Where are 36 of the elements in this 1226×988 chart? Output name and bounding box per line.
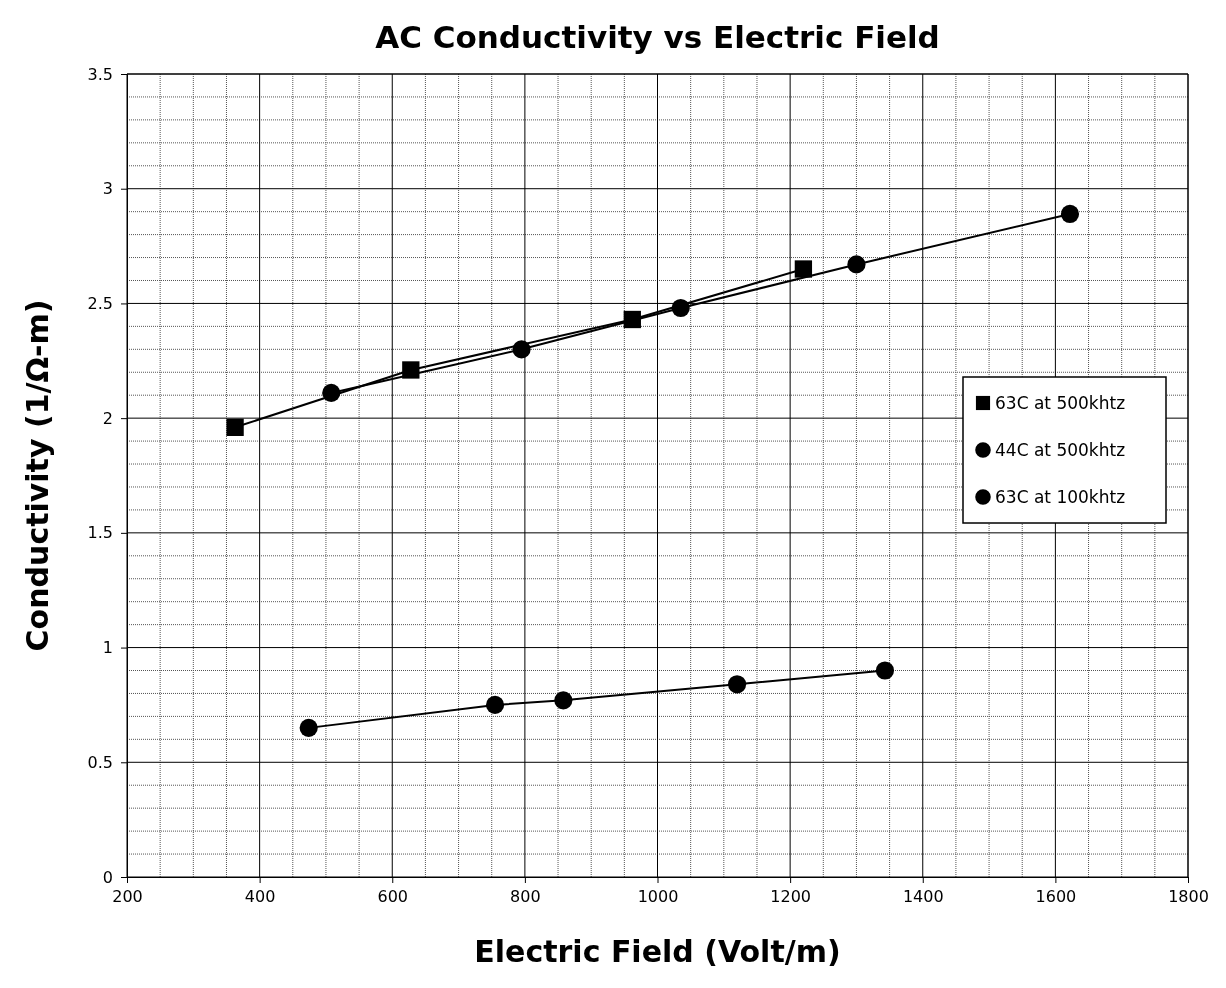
point bbox=[512, 340, 531, 359]
x-tick-label: 1200 bbox=[770, 887, 811, 907]
y-tick-label: 2.5 bbox=[87, 294, 113, 314]
point bbox=[226, 418, 244, 436]
y-tick-label: 0.5 bbox=[87, 752, 113, 772]
y-tick-label: 0 bbox=[102, 867, 113, 887]
point bbox=[485, 695, 505, 715]
x-tick-label: 1000 bbox=[637, 887, 679, 907]
point bbox=[299, 718, 318, 737]
y-axis-title: Conductivity (1/Ω-m) bbox=[20, 299, 55, 652]
x-tick-label: 200 bbox=[112, 887, 143, 907]
x-tick-label: 1800 bbox=[1168, 887, 1209, 907]
point bbox=[554, 691, 573, 710]
legend-label: 44C at 500khtz bbox=[995, 440, 1126, 460]
y-tick-label: 1 bbox=[102, 638, 113, 658]
chart-title: AC Conductivity vs Electric Field bbox=[375, 19, 940, 55]
point bbox=[794, 260, 813, 278]
y-tick-label: 3.5 bbox=[87, 64, 113, 84]
legend-label: 63C at 500khtz bbox=[995, 393, 1126, 413]
point bbox=[875, 661, 895, 680]
point bbox=[671, 298, 690, 318]
point bbox=[402, 361, 420, 379]
y-tick-label: 3 bbox=[102, 179, 113, 199]
x-tick-label: 400 bbox=[244, 887, 276, 907]
y-tick-label: 1.5 bbox=[87, 523, 113, 543]
y-tick-label: 2 bbox=[102, 408, 113, 428]
point bbox=[847, 255, 866, 274]
legend-label: 63C at 100khtz bbox=[995, 487, 1126, 507]
x-axis-title: Electric Field (Volt/m) bbox=[474, 934, 841, 969]
point bbox=[322, 383, 341, 402]
x-tick-label: 800 bbox=[510, 887, 541, 907]
x-tick-label: 1400 bbox=[902, 887, 944, 907]
x-tick-label: 1600 bbox=[1035, 887, 1077, 907]
point bbox=[727, 675, 747, 694]
point bbox=[1060, 204, 1080, 224]
x-tick-label: 600 bbox=[377, 887, 409, 907]
